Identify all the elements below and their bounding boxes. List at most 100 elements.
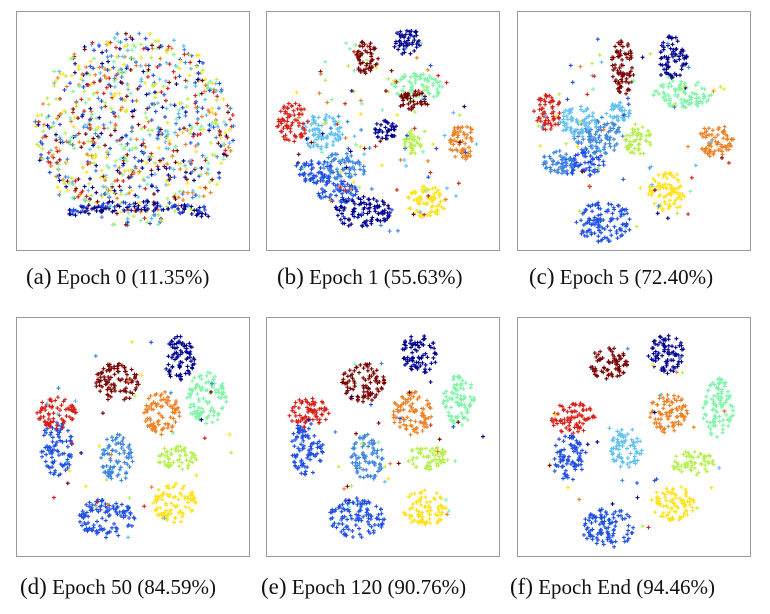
data-point xyxy=(428,423,433,428)
data-point xyxy=(417,76,422,81)
data-point xyxy=(345,182,350,187)
data-point xyxy=(153,81,158,86)
data-point xyxy=(182,344,187,349)
data-point xyxy=(172,208,177,213)
data-point xyxy=(145,199,150,204)
data-point xyxy=(608,126,613,131)
data-point xyxy=(352,214,357,219)
data-point xyxy=(606,129,611,134)
data-point xyxy=(446,508,451,513)
data-point xyxy=(407,507,412,512)
data-point xyxy=(587,227,592,232)
data-point xyxy=(144,45,149,50)
data-point xyxy=(357,465,362,470)
data-point xyxy=(409,492,414,497)
data-point xyxy=(555,161,560,166)
data-point xyxy=(699,86,704,91)
data-point xyxy=(653,349,658,354)
data-point xyxy=(617,373,622,378)
data-point xyxy=(69,176,74,181)
data-point xyxy=(340,182,345,187)
data-point xyxy=(148,393,153,398)
data-point xyxy=(361,164,366,169)
data-point xyxy=(207,128,212,133)
data-point xyxy=(168,511,173,516)
data-point xyxy=(338,185,343,190)
data-point xyxy=(94,380,99,385)
data-point xyxy=(666,75,671,80)
data-point xyxy=(581,150,586,155)
data-point xyxy=(77,519,82,524)
data-point xyxy=(99,168,104,173)
data-point xyxy=(73,178,78,183)
data-point xyxy=(170,154,175,159)
data-point xyxy=(331,143,336,148)
data-point xyxy=(119,188,124,193)
data-point xyxy=(459,150,464,155)
data-point xyxy=(557,454,562,459)
data-point xyxy=(341,372,346,377)
data-point xyxy=(347,167,352,172)
data-point xyxy=(422,184,427,189)
data-point xyxy=(445,398,450,403)
data-point xyxy=(327,195,332,200)
data-point xyxy=(601,163,606,168)
data-point xyxy=(54,440,59,445)
data-point xyxy=(622,362,627,367)
data-point xyxy=(114,525,119,530)
data-point xyxy=(580,118,585,123)
data-point xyxy=(128,511,133,516)
data-point xyxy=(184,85,189,90)
data-point xyxy=(104,463,109,468)
data-point xyxy=(227,141,232,146)
data-point xyxy=(381,202,386,207)
data-point xyxy=(698,99,703,104)
data-point xyxy=(429,414,434,419)
data-point xyxy=(105,362,110,367)
data-point xyxy=(708,149,713,154)
data-point xyxy=(86,82,91,87)
data-point xyxy=(402,510,407,515)
data-point xyxy=(354,440,359,445)
data-point xyxy=(123,200,128,205)
data-point xyxy=(303,434,308,439)
data-point xyxy=(688,97,693,102)
data-point xyxy=(330,116,335,121)
data-point xyxy=(87,122,92,127)
data-point xyxy=(594,355,599,360)
data-point xyxy=(195,411,200,416)
data-point xyxy=(219,396,224,401)
data-point xyxy=(119,192,124,197)
data-point xyxy=(547,93,552,98)
data-point xyxy=(675,177,680,182)
data-point xyxy=(138,42,143,47)
data-point xyxy=(293,400,298,405)
data-point xyxy=(188,405,193,410)
data-point xyxy=(337,125,342,130)
data-point xyxy=(71,182,76,187)
data-point xyxy=(151,424,156,429)
data-point xyxy=(96,135,101,140)
data-point xyxy=(100,209,105,214)
data-point xyxy=(105,509,110,514)
data-point xyxy=(361,375,366,380)
data-point xyxy=(550,104,555,109)
data-point xyxy=(278,109,283,114)
data-point xyxy=(182,126,187,131)
data-point xyxy=(430,446,435,451)
data-point xyxy=(188,344,193,349)
data-point xyxy=(414,55,419,60)
data-point xyxy=(129,455,134,460)
data-point xyxy=(165,132,170,137)
data-point xyxy=(76,177,81,182)
data-point xyxy=(213,118,218,123)
data-point xyxy=(56,166,61,171)
data-point xyxy=(361,475,366,480)
data-point xyxy=(109,53,114,58)
data-point xyxy=(407,516,412,521)
data-point xyxy=(439,512,444,517)
data-point xyxy=(51,472,56,477)
data-point xyxy=(158,204,163,209)
data-point xyxy=(165,120,170,125)
data-point xyxy=(682,55,687,60)
